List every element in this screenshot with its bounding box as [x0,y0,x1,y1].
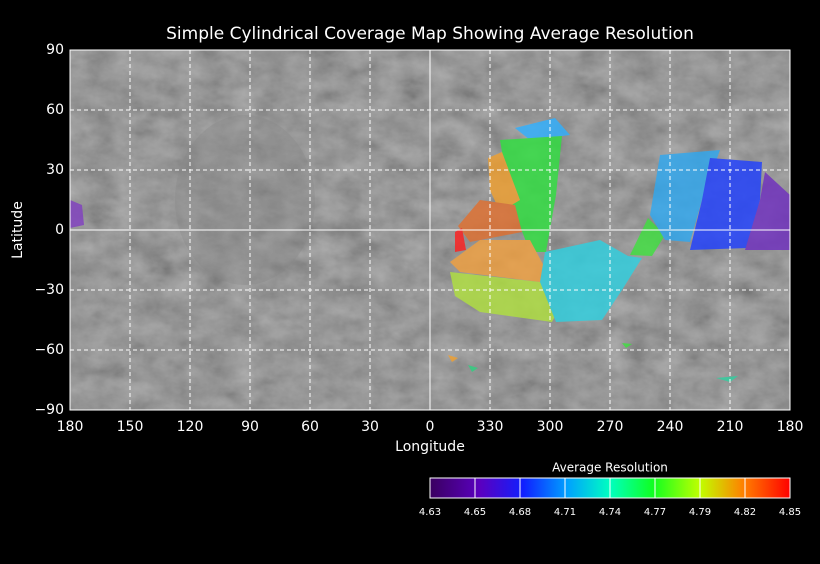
y-tick-label: 60 [46,102,64,118]
basin [175,115,315,285]
coverage-patch [622,343,632,348]
colorbar-title: Average Resolution [552,461,668,475]
coverage-patch [455,228,466,252]
coverage-patch [488,152,520,212]
coverage-patch [448,355,458,362]
x-tick-label: 210 [717,419,744,435]
coverage-patch [650,150,720,242]
coverage-patch [690,158,762,250]
x-tick-label: 30 [361,419,379,435]
x-tick-label: 180 [57,419,84,435]
x-tick-label: 180 [777,419,804,435]
graticule [70,50,790,410]
map-frame [69,49,791,411]
coverage-patch [716,376,738,382]
colorbar-label: 4.77 [644,507,666,518]
x-tick-label: 90 [241,419,259,435]
coverage-patch [450,240,546,282]
x-tick-label: 300 [537,419,564,435]
x-axis-label: Longitude [395,439,465,455]
coverage-patch [515,118,570,140]
colorbar-label: 4.85 [779,507,801,518]
colorbar-label: 4.79 [689,507,711,518]
coverage-patch [450,272,562,322]
x-tick-label: 240 [657,419,684,435]
y-axis-label: Latitude [10,201,26,259]
colorbar-label: 4.82 [734,507,756,518]
coverage-patch [70,200,84,228]
y-tick-label: −30 [34,282,64,298]
coverage-patch [500,136,562,252]
y-tick-label: −60 [34,342,64,358]
x-tick-label: 270 [597,419,624,435]
y-tick-label: 0 [55,222,64,238]
x-tick-label: 0 [426,419,435,435]
coverage [70,118,790,382]
coverage-patch [630,218,665,256]
colorbar-label: 4.63 [419,507,441,518]
x-tick-label: 150 [117,419,144,435]
colorbar-label: 4.71 [554,507,576,518]
x-tick-label: 330 [477,419,504,435]
colorbar-label: 4.74 [599,507,621,518]
x-tick-label: 60 [301,419,319,435]
y-tick-label: 30 [46,162,64,178]
coverage-patch [468,365,478,372]
colorbar-label: 4.65 [464,507,486,518]
map-title: Simple Cylindrical Coverage Map Showing … [166,24,694,44]
coverage-patch [540,240,642,322]
colorbar-label: 4.68 [509,507,531,518]
y-tick-label: 90 [46,42,64,58]
x-tick-label: 120 [177,419,204,435]
y-tick-label: −90 [34,402,64,418]
